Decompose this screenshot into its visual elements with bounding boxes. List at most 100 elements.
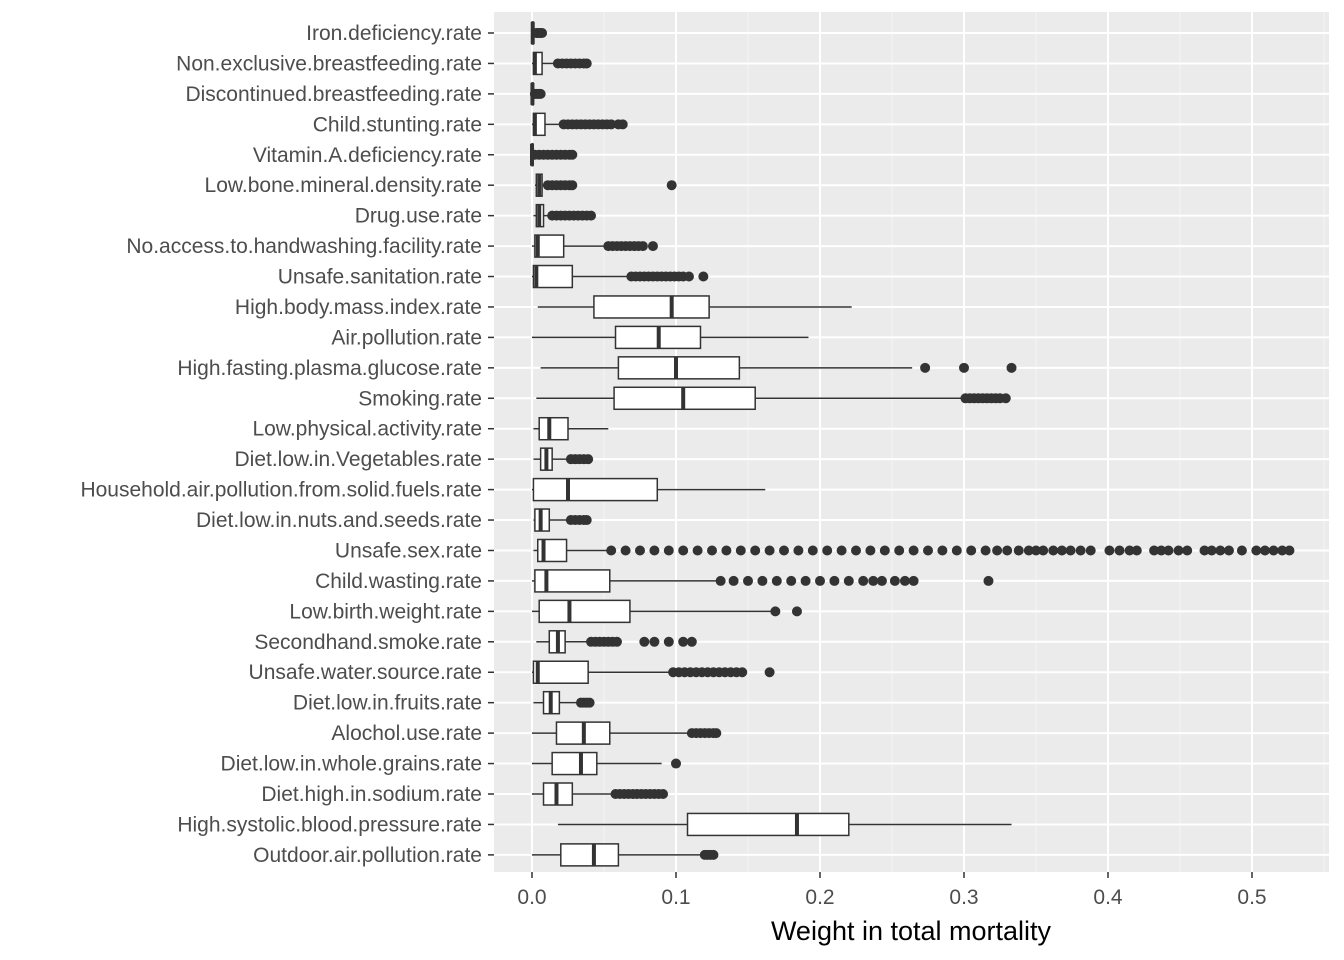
outlier-point	[606, 119, 617, 130]
outlier-point	[620, 545, 631, 556]
box-Child.wasting.rate	[532, 569, 994, 593]
y-tick-label: Secondhand.smoke.rate	[254, 631, 482, 654]
outlier-point	[708, 849, 719, 860]
outlier-point	[611, 636, 622, 647]
outlier-point	[879, 545, 890, 556]
y-tick-label: Vitamin.A.deficiency.rate	[253, 144, 482, 167]
y-tick-label: Diet.high.in.sodium.rate	[261, 783, 482, 806]
x-axis-title: Weight in total mortality	[771, 916, 1052, 946]
box-iqr	[617, 356, 741, 380]
outlier-point	[639, 636, 650, 647]
box-Vitamin.A.deficiency.rate	[529, 143, 578, 167]
y-tick-label: Low.bone.mineral.density.rate	[205, 174, 482, 197]
outlier-point	[567, 180, 578, 191]
outlier-point	[663, 545, 674, 556]
outlier-point	[822, 545, 833, 556]
y-tick-label: Non.exclusive.breastfeeding.rate	[176, 52, 482, 75]
outlier-point	[715, 575, 726, 586]
outlier-point	[983, 575, 994, 586]
outlier-point	[1085, 545, 1096, 556]
box-iqr	[532, 264, 574, 289]
outlier-point	[666, 180, 677, 191]
y-tick-label: Unsafe.sex.rate	[335, 539, 482, 562]
box-Low.physical.activity.rate	[533, 416, 609, 441]
outlier-point	[1124, 545, 1135, 556]
outlier-point	[1114, 545, 1125, 556]
outlier-point	[581, 515, 592, 526]
outlier-point	[1223, 545, 1234, 556]
box-Drug.use.rate	[533, 203, 597, 228]
box-iqr	[534, 234, 565, 258]
box-Secondhand.smoke.rate	[536, 630, 697, 654]
y-tick-label: No.access.to.handwashing.facility.rate	[126, 235, 482, 258]
outlier-point	[1206, 545, 1217, 556]
y-tick-label: High.body.mass.index.rate	[235, 296, 482, 319]
box-Diet.low.in.Vegetables.rate	[533, 447, 594, 471]
outlier-point	[959, 362, 969, 373]
outlier-point	[737, 667, 748, 678]
y-tick-label: Air.pollution.rate	[331, 326, 482, 349]
y-tick-label: High.fasting.plasma.glucose.rate	[177, 357, 482, 380]
box-iqr	[534, 569, 611, 593]
y-tick-label: Household.air.pollution.from.solid.fuels…	[80, 479, 482, 502]
outlier-point	[851, 545, 861, 556]
outlier-point	[807, 545, 818, 556]
outlier-point	[606, 545, 617, 556]
boxes-layer	[529, 21, 1295, 867]
outlier-point	[649, 545, 660, 556]
outlier-point	[876, 575, 887, 586]
x-tick-label: 0.3	[949, 886, 978, 909]
y-tick-label: Outdoor.air.pollution.rate	[253, 844, 482, 867]
y-tick-label: Unsafe.water.source.rate	[249, 661, 482, 684]
box-Diet.high.in.sodium.rate	[532, 782, 669, 806]
outlier-point	[649, 636, 660, 647]
outlier-point	[966, 545, 977, 556]
box-Diet.low.in.whole.grains.rate	[532, 751, 681, 776]
outlier-point	[1268, 545, 1279, 556]
outlier-point	[770, 606, 781, 617]
box-Unsafe.sex.rate	[533, 538, 1295, 563]
box-High.fasting.plasma.glucose.rate	[540, 356, 1017, 380]
outlier-point	[743, 575, 753, 586]
box-Unsafe.sanitation.rate	[532, 264, 709, 289]
box-Low.bone.mineral.density.rate	[534, 173, 677, 197]
box-High.body.mass.index.rate	[537, 295, 852, 319]
y-tick-label: Low.physical.activity.rate	[252, 418, 482, 441]
outlier-point	[1075, 545, 1086, 556]
plot-panel	[494, 12, 1329, 872]
outlier-point	[815, 575, 825, 586]
box-Iron.deficiency.rate	[530, 21, 548, 45]
outlier-point	[937, 545, 948, 556]
x-tick-label: 0.4	[1093, 886, 1123, 909]
outlier-point	[1173, 545, 1184, 556]
outlier-point	[771, 575, 782, 586]
outlier-point	[1284, 545, 1295, 556]
outlier-point	[858, 575, 869, 586]
outlier-point	[951, 545, 962, 556]
x-tick-label: 0.0	[517, 886, 546, 909]
outlier-point	[686, 636, 697, 647]
box-No.access.to.handwashing.facility.rate	[532, 234, 658, 258]
outlier-point	[865, 545, 876, 556]
outlier-point	[889, 575, 900, 586]
box-Smoking.rate	[536, 386, 1011, 411]
outlier-point	[647, 241, 658, 252]
box-Alochol.use.rate	[532, 721, 722, 745]
outlier-point	[583, 454, 594, 465]
outlier-point	[683, 271, 694, 282]
y-tick-label: Iron.deficiency.rate	[306, 22, 482, 45]
y-tick-label: Smoking.rate	[358, 387, 482, 410]
y-tick-label: High.systolic.blood.pressure.rate	[177, 813, 482, 836]
outlier-point	[721, 545, 732, 556]
outlier-point	[1038, 545, 1049, 556]
outlier-point	[658, 789, 669, 799]
outlier-point	[1048, 545, 1059, 556]
outlier-point	[581, 58, 592, 69]
outlier-point	[1277, 545, 1288, 556]
box-iqr	[538, 416, 569, 441]
y-tick-label: Discontinued.breastfeeding.rate	[185, 83, 482, 106]
box-iqr	[560, 843, 620, 867]
outlier-point	[1199, 545, 1210, 556]
box-Discontinued.breastfeeding.rate	[529, 82, 546, 106]
outlier-point	[1163, 545, 1174, 556]
